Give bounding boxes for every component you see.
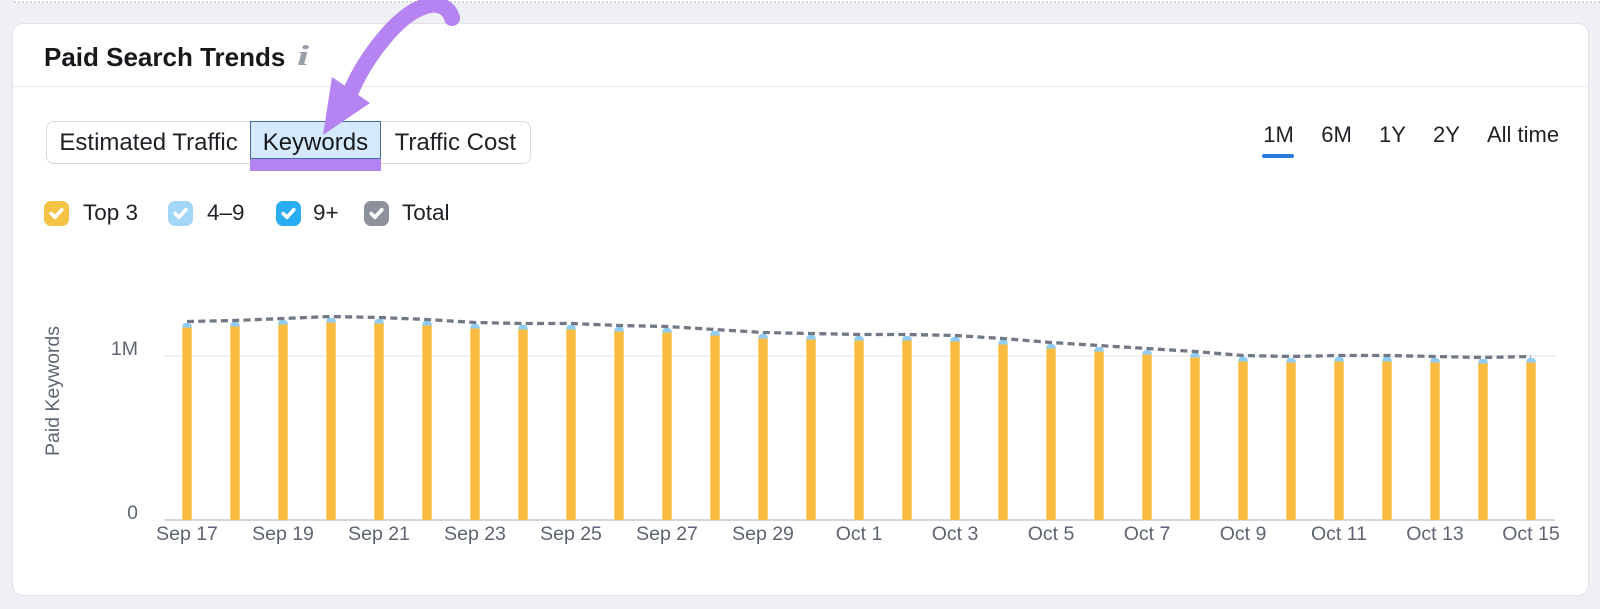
svg-text:Oct 7: Oct 7 <box>1124 523 1171 545</box>
svg-text:Oct 9: Oct 9 <box>1220 523 1267 545</box>
svg-text:0: 0 <box>127 502 138 524</box>
svg-text:Oct 1: Oct 1 <box>836 523 883 545</box>
svg-text:Sep 21: Sep 21 <box>348 523 410 545</box>
svg-text:Oct 3: Oct 3 <box>932 523 979 545</box>
svg-text:Oct 15: Oct 15 <box>1502 523 1560 545</box>
svg-text:Sep 17: Sep 17 <box>156 523 218 545</box>
svg-text:Oct 5: Oct 5 <box>1028 523 1075 545</box>
svg-text:Sep 29: Sep 29 <box>732 523 794 545</box>
svg-text:Oct 11: Oct 11 <box>1311 523 1367 545</box>
svg-text:Paid Keywords: Paid Keywords <box>42 326 64 456</box>
svg-text:Oct 13: Oct 13 <box>1406 523 1463 545</box>
svg-text:Sep 19: Sep 19 <box>252 523 314 545</box>
svg-text:Sep 23: Sep 23 <box>444 523 506 545</box>
svg-text:Sep 25: Sep 25 <box>540 523 602 545</box>
svg-text:Sep 27: Sep 27 <box>636 523 698 545</box>
svg-text:1M: 1M <box>111 338 138 360</box>
